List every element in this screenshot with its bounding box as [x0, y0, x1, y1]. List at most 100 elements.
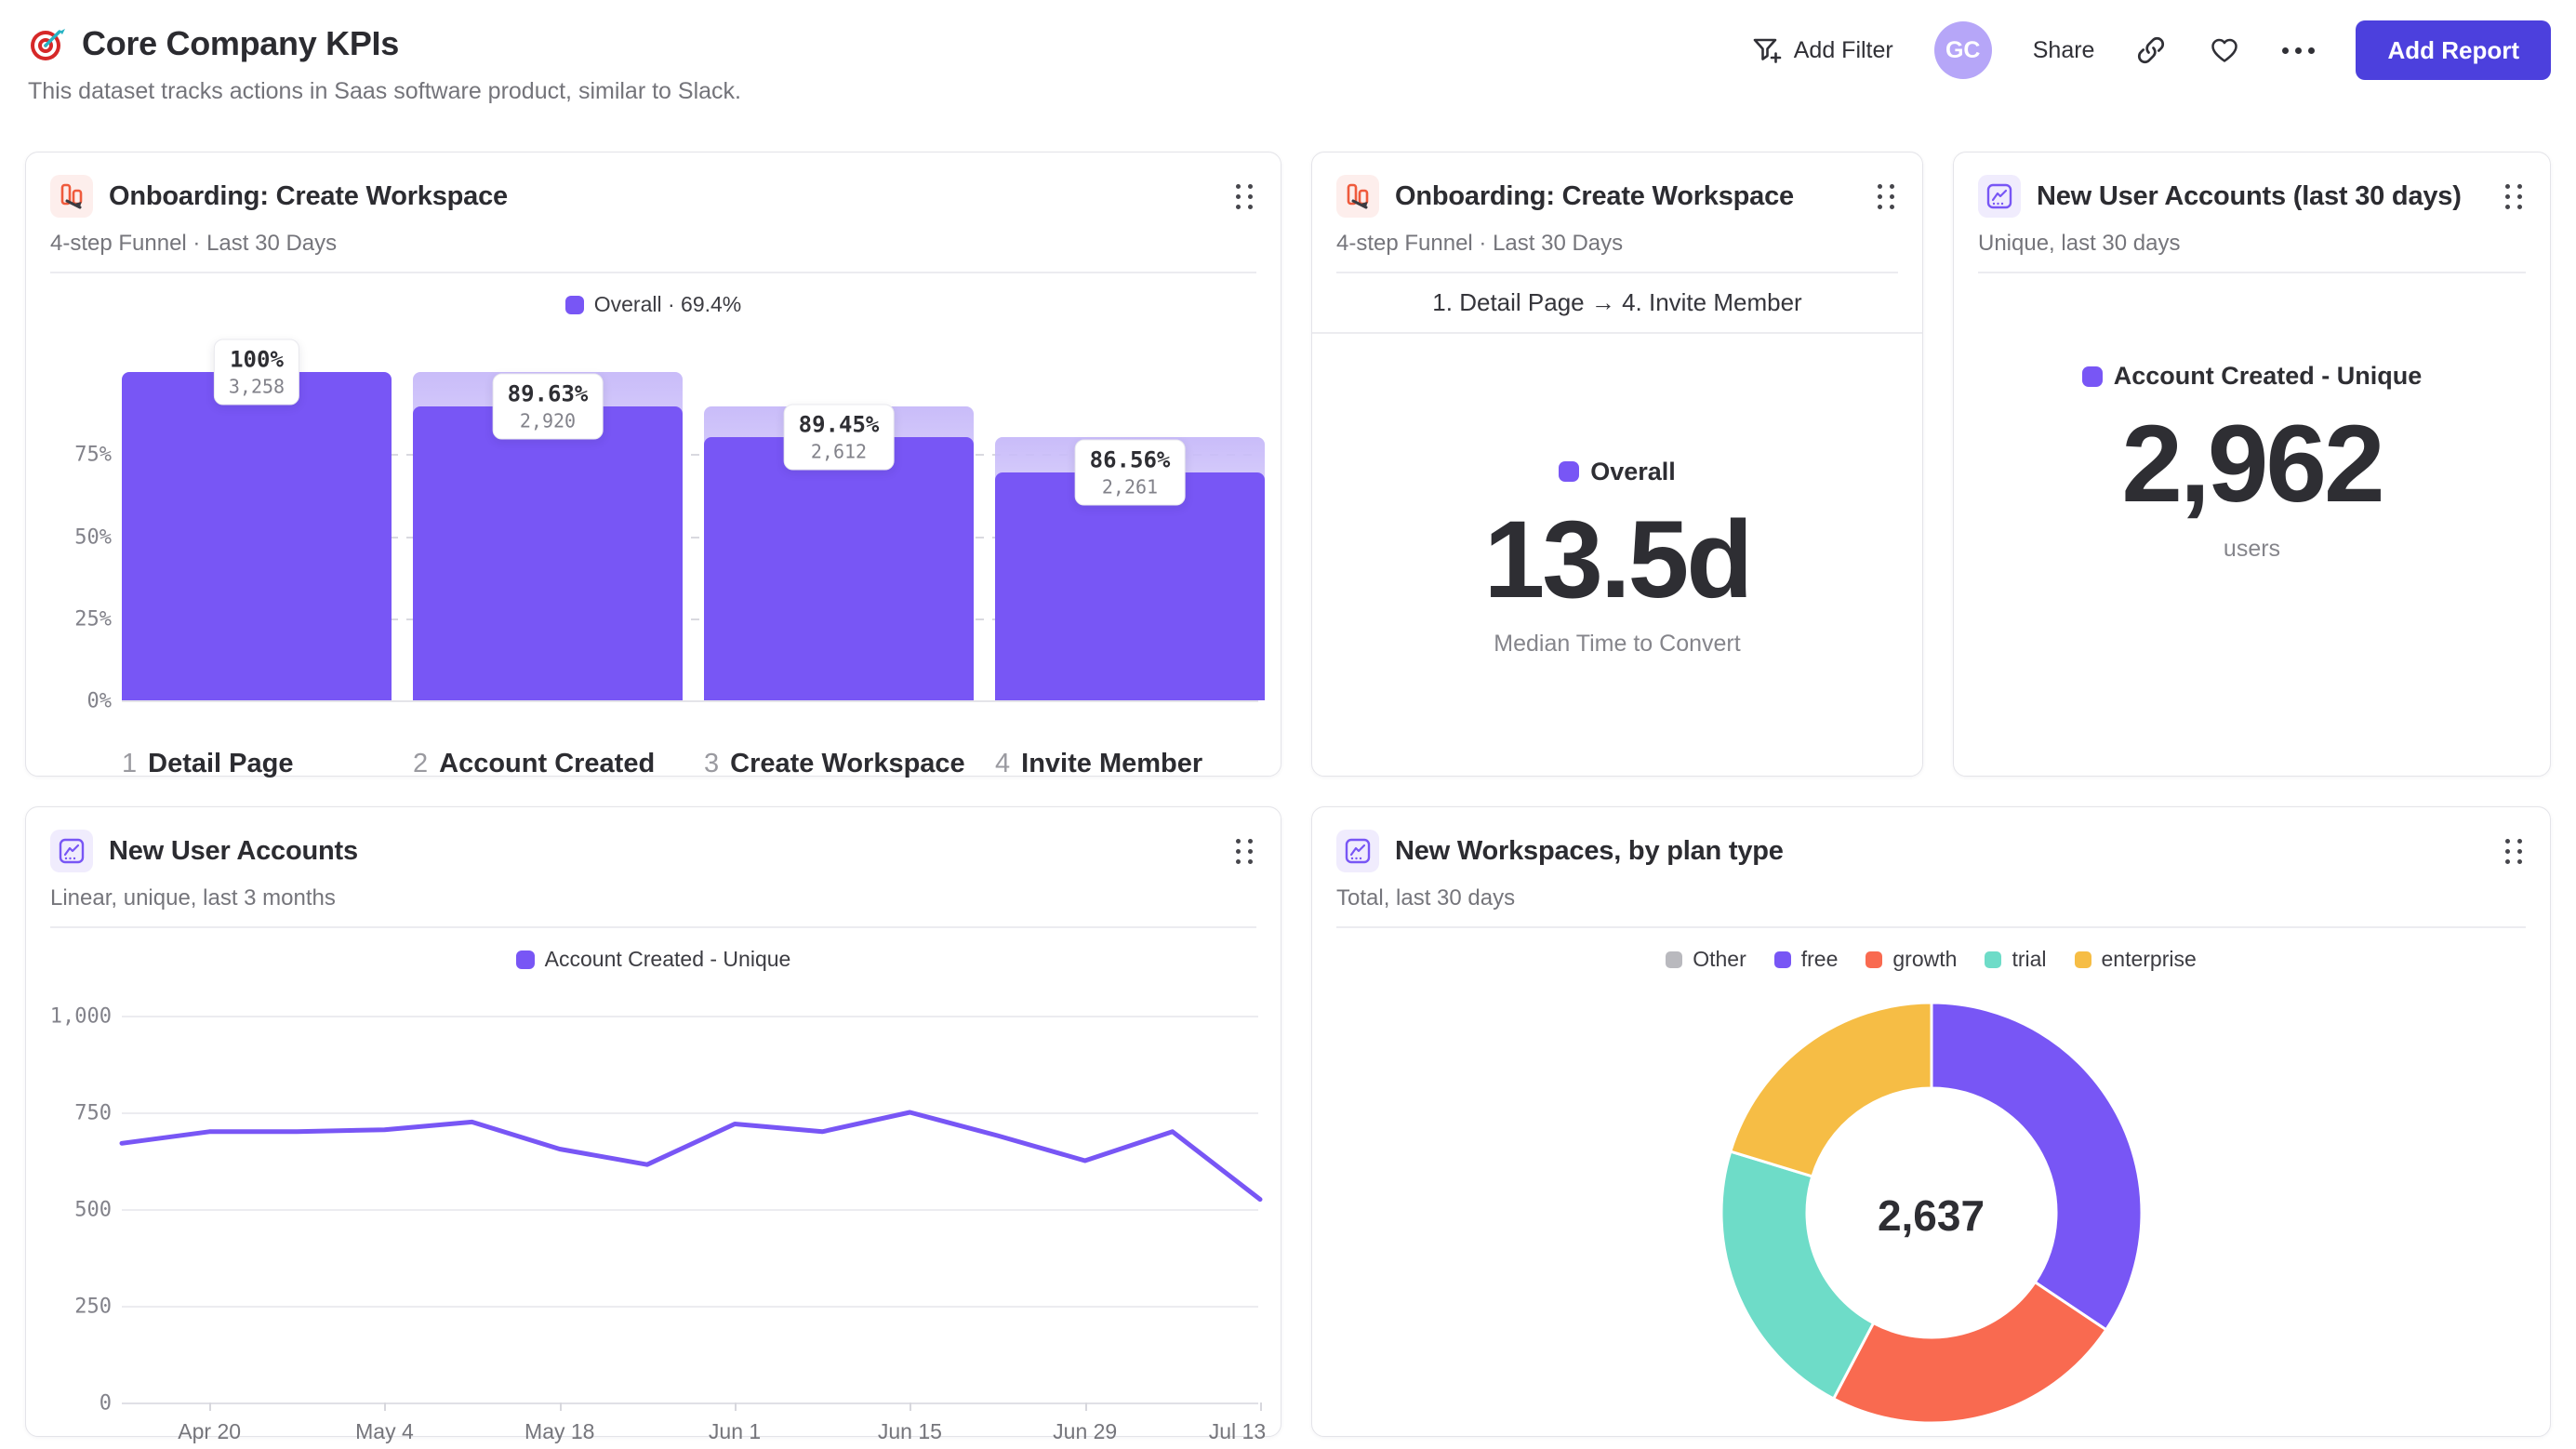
divider: [1336, 272, 1898, 273]
funnel-step-number: 3: [704, 749, 720, 778]
funnel-bar[interactable]: [122, 372, 392, 700]
legend-swatch: [2081, 366, 2103, 387]
funnel-ytick-label: 0%: [86, 689, 113, 713]
add-report-button[interactable]: Add Report: [2356, 20, 2551, 80]
card-subtitle: Linear, unique, last 3 months: [50, 885, 336, 911]
donut-segment-growth[interactable]: [1831, 1280, 2108, 1425]
funnel-plot: 75% 50% 25% 0% 100% 3,258 89.63% 2,920 89.45% 2,6…: [45, 328, 1265, 728]
line-x-tick: [1260, 1402, 1262, 1411]
legend-label: Other: [1693, 947, 1746, 971]
donut-segment-free[interactable]: [1930, 1001, 2143, 1332]
donut-legend-item-enterprise[interactable]: enterprise: [2074, 947, 2197, 972]
donut-legend-item-free[interactable]: free: [1773, 947, 1838, 972]
legend-swatch: [1559, 461, 1580, 483]
funnel-bar-label-card: 89.63% 2,920: [492, 373, 604, 440]
divider: [50, 272, 1256, 273]
line-series-path[interactable]: [119, 1110, 1263, 1203]
divider: [50, 926, 1256, 928]
metric-caption: Median Time to Convert: [1494, 631, 1741, 658]
funnel-step-name: Create Workspace: [730, 749, 965, 778]
funnel-step-label: 4 Invite Member: [995, 749, 1202, 779]
share-button[interactable]: Share: [2033, 37, 2095, 64]
line-ytick-label: 750: [74, 1101, 112, 1125]
favorite-button[interactable]: [2208, 33, 2241, 67]
divider: [1978, 272, 2526, 273]
drag-handle[interactable]: [2502, 180, 2526, 213]
drag-handle[interactable]: [1232, 835, 1256, 868]
legend-swatch: [1773, 950, 1791, 968]
funnel-step-labels: 1 Detail Page 2 Account Created 3 Create Work…: [45, 749, 1262, 788]
metric-value: 2,962: [2121, 403, 2384, 525]
line-ytick-label: 500: [74, 1198, 112, 1222]
card-head: Onboarding: Create Workspace 4-step Funn…: [26, 153, 1281, 273]
add-filter-button[interactable]: Add Filter: [1749, 33, 1893, 67]
line-x-tick-label: Jun 15: [877, 1419, 942, 1443]
funnel-step-label: 1 Detail Page: [122, 749, 293, 779]
page-subtitle: This dataset tracks actions in Saas soft…: [28, 78, 741, 104]
card-title: Onboarding: Create Workspace: [109, 180, 508, 211]
funnel-bar[interactable]: [995, 472, 1265, 700]
legend-swatch: [1866, 950, 1883, 968]
card-subtitle: Unique, last 30 days: [1978, 231, 2181, 256]
copy-link-button[interactable]: [2135, 34, 2167, 66]
line-x-tick-label: Apr 20: [178, 1419, 242, 1443]
topbar-actions: Add Filter GC Share Add Report: [1749, 19, 2551, 82]
legend-label: growth: [1892, 947, 1958, 971]
funnel-report-icon: [50, 175, 93, 218]
funnel-step-count: 3,258: [228, 375, 285, 398]
line-x-tick-label: Jun 1: [708, 1419, 762, 1443]
line-x-tick: [559, 1402, 562, 1411]
funnel-step-number: 4: [995, 749, 1011, 778]
donut-legend-item-growth[interactable]: growth: [1866, 947, 1957, 972]
drag-handle[interactable]: [1232, 180, 1256, 213]
donut-legend-item-other[interactable]: Other: [1666, 947, 1746, 972]
funnel-step-name: Detail Page: [148, 749, 294, 778]
share-label: Share: [2032, 36, 2095, 63]
card-head: Onboarding: Create Workspace 4-step Funn…: [1312, 153, 1922, 273]
legend-swatch: [1985, 950, 2002, 968]
legend-label: trial: [2012, 947, 2047, 971]
legend-label: Overall: [1590, 457, 1676, 485]
card-head: New User Accounts Linear, unique, last 3…: [26, 807, 1281, 928]
topbar: Core Company KPIs This dataset tracks ac…: [28, 20, 2551, 105]
donut-segment-enterprise[interactable]: [1728, 1001, 1932, 1178]
funnel-step-count: 2,612: [810, 440, 868, 463]
legend-item-account-created[interactable]: Account Created - Unique: [515, 947, 791, 972]
page-title: Core Company KPIs: [82, 24, 399, 62]
more-options-button[interactable]: [2282, 47, 2316, 54]
avatar[interactable]: GC: [1933, 21, 1992, 79]
legend-label: Account Created - Unique: [544, 947, 791, 971]
donut-legend-item-trial[interactable]: trial: [1985, 947, 2047, 972]
legend-item-account-created[interactable]: Account Created - Unique: [2081, 362, 2423, 391]
line-gridline: [122, 1016, 1258, 1017]
funnel-bar[interactable]: [413, 405, 683, 700]
funnel-report-icon: [1336, 175, 1379, 218]
line-series-svg: [119, 1110, 1263, 1203]
funnel-step-label: 3 Create Workspace: [704, 749, 965, 779]
card-title: New User Accounts (last 30 days): [2037, 180, 2462, 211]
funnel-ytick-label: 75%: [74, 443, 112, 467]
funnel-step-label: 2 Account Created: [413, 749, 655, 779]
legend-label: Account Created - Unique: [2113, 362, 2423, 390]
card-subtitle: Total, last 30 days: [1336, 885, 1516, 911]
legend-item-overall[interactable]: Overall: [1559, 458, 1676, 486]
drag-handle[interactable]: [1874, 180, 1898, 213]
insights-report-icon: [50, 830, 93, 872]
filter-plus-icon: [1753, 38, 1782, 63]
funnel-bar[interactable]: [704, 436, 974, 700]
legend-swatch: [1666, 950, 1683, 968]
line-x-tick-label: May 18: [524, 1419, 595, 1443]
line-x-tick: [384, 1402, 387, 1411]
metric-block: Overall 13.5d Median Time to Convert: [1312, 334, 1922, 781]
funnel-step-number: 2: [413, 749, 429, 778]
drag-handle[interactable]: [2502, 835, 2526, 868]
line-ytick-label: 0: [99, 1391, 112, 1416]
line-x-tick: [1084, 1402, 1087, 1411]
funnel-step-percent: 89.63%: [507, 380, 589, 407]
donut-segment-trial[interactable]: [1720, 1150, 1876, 1401]
funnel-step-number: 1: [122, 749, 138, 778]
insights-report-icon: [1978, 175, 2021, 218]
ellipsis-icon: [2282, 47, 2316, 54]
legend-item-overall[interactable]: Overall · 69.4%: [564, 292, 741, 317]
line-gridline: [122, 1306, 1258, 1308]
